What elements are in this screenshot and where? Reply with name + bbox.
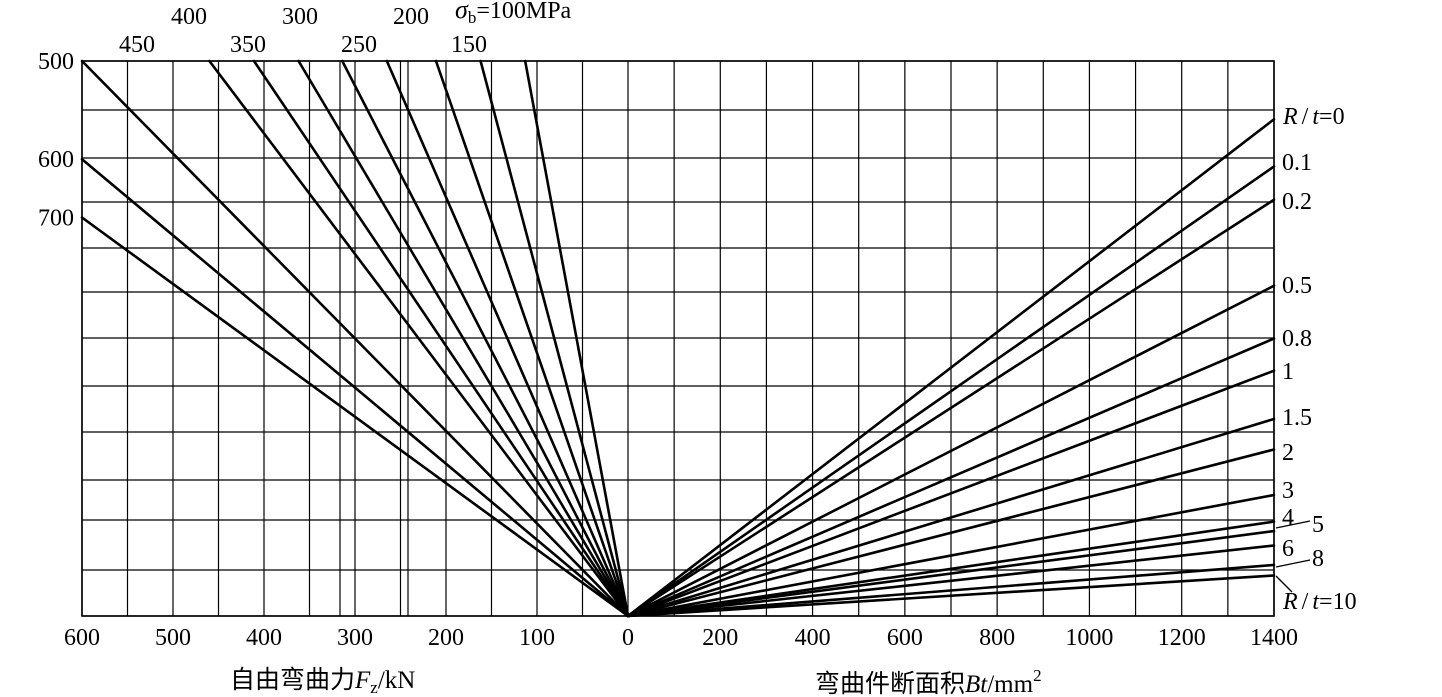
rt-line-1.5 — [626, 417, 1276, 618]
right-x-tick: 1000 — [1065, 625, 1113, 651]
rt-series-label: 3 — [1282, 478, 1294, 504]
right-series-lines — [626, 117, 1276, 618]
rt-series-label: 0.2 — [1282, 189, 1312, 215]
sigma-line-500 — [80, 59, 630, 618]
rt-series-label: 6 — [1282, 536, 1294, 562]
rt-series-label: 0.8 — [1282, 326, 1312, 352]
rt-line-3 — [626, 493, 1276, 618]
rt-line-0 — [626, 117, 1276, 618]
grid — [81, 60, 1275, 617]
sigma-top-label: 350 — [230, 32, 266, 58]
right-x-tick: 200 — [702, 625, 738, 651]
sigma-line-200 — [434, 59, 630, 618]
rt-series-label: 0.1 — [1282, 150, 1312, 176]
rt-line-6 — [626, 544, 1276, 618]
sigma-line-150 — [479, 59, 630, 618]
right-x-tick: 600 — [887, 625, 923, 651]
sigma-line-300 — [340, 59, 630, 618]
sigma-b-label: σb=100MPa — [455, 0, 572, 27]
left-x-tick: 200 — [428, 625, 464, 651]
rt-line-5 — [626, 529, 1276, 618]
rt-top-label: R / t=0 — [1282, 104, 1345, 130]
sigma-top-label: 300 — [282, 4, 318, 30]
rt-series-label: 1.5 — [1282, 405, 1312, 431]
rt-series-label: 2 — [1282, 440, 1294, 466]
rt-line-0.5 — [626, 284, 1276, 618]
rt-series-label: 1 — [1282, 359, 1294, 385]
leader-10 — [1275, 575, 1293, 593]
sigma-top-label: 250 — [341, 32, 377, 58]
left-y-label: 500 — [38, 49, 74, 75]
sigma-line-250 — [385, 59, 630, 618]
rt-line-2 — [626, 448, 1276, 618]
left-x-tick: 600 — [64, 625, 100, 651]
sigma-line-450 — [208, 59, 630, 618]
rt-line-1 — [626, 369, 1276, 618]
rt-line-10 — [626, 574, 1276, 618]
leader-8 — [1275, 559, 1311, 568]
left-y-label: 700 — [38, 206, 74, 232]
rt-series-label: 5 — [1312, 512, 1324, 538]
sigma-line-400 — [252, 59, 630, 618]
rt-line-0.2 — [626, 198, 1276, 618]
rt-line-8 — [626, 563, 1276, 618]
left-xlabel: 自由弯曲力Fz/kN — [230, 666, 415, 697]
rt-line-0.1 — [626, 165, 1276, 618]
left-x-tick: 300 — [337, 625, 373, 651]
left-series-lines — [80, 59, 630, 618]
leader-5 — [1275, 520, 1311, 529]
right-x-tick: 1400 — [1250, 625, 1298, 651]
left-x-tick: 400 — [246, 625, 282, 651]
rt-line-4 — [626, 520, 1276, 618]
sigma-top-label: 200 — [393, 4, 429, 30]
sigma-top-label: 450 — [119, 32, 155, 58]
left-x-tick: 500 — [155, 625, 191, 651]
sigma-top-label: 150 — [451, 32, 487, 58]
sigma-line-100 — [523, 59, 630, 618]
labels: 600 500 400 300 200 100 0 200 400 600 800 1000 1200 1… — [38, 4, 1324, 651]
right-x-tick: 1200 — [1158, 625, 1206, 651]
right-xlabel: 弯曲件断面积Bt/mm2 — [815, 666, 1042, 697]
sigma-top-label: 400 — [171, 4, 207, 30]
rt-line-0.8 — [626, 337, 1276, 618]
left-x-tick: 0 — [622, 625, 634, 651]
rt-series-label: 0.5 — [1282, 273, 1312, 299]
left-y-label: 600 — [38, 147, 74, 173]
sigma-line-350 — [297, 59, 630, 618]
rt-bottom-label: R / t=10 — [1282, 589, 1357, 615]
right-x-tick: 400 — [795, 625, 831, 651]
rt-series-label: 8 — [1312, 546, 1324, 572]
sigma-line-600 — [80, 157, 630, 618]
left-x-tick: 100 — [519, 625, 555, 651]
right-x-tick: 800 — [979, 625, 1015, 651]
sigma-line-700 — [80, 216, 630, 618]
